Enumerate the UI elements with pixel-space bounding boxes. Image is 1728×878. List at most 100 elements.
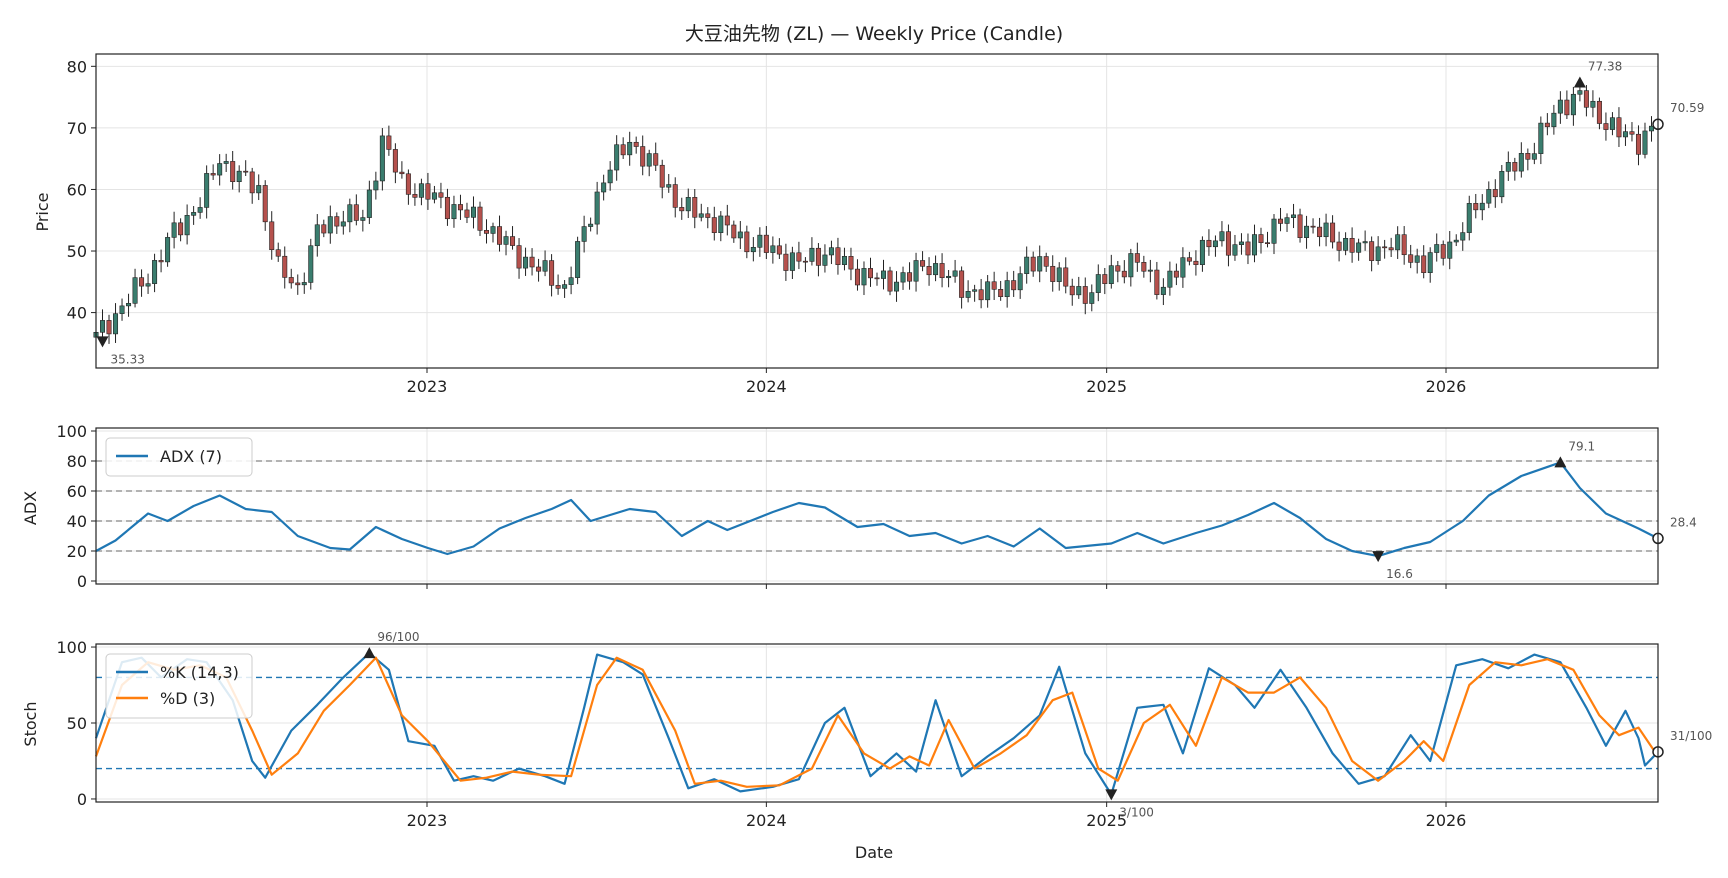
candle-body xyxy=(1147,269,1153,272)
x-tick-label: 2026 xyxy=(1426,377,1467,396)
y-tick-label: 80 xyxy=(67,57,87,76)
candle-body xyxy=(119,305,125,314)
price-ylabel: Price xyxy=(33,192,52,231)
chart-title: 大豆油先物 (ZL) — Weekly Price (Candle) xyxy=(685,23,1063,45)
legend-box xyxy=(105,653,253,719)
candle-body xyxy=(490,226,496,234)
candle-body xyxy=(575,241,581,278)
y-tick-label: 40 xyxy=(67,512,87,531)
candle-body xyxy=(236,170,242,183)
candle-body xyxy=(171,222,177,238)
candle-body xyxy=(998,289,1004,298)
candle-body xyxy=(464,209,470,218)
candle-body xyxy=(1037,256,1043,272)
candle-body xyxy=(1401,234,1407,256)
candle-body xyxy=(1544,122,1550,128)
candle-body xyxy=(139,277,145,287)
candle-body xyxy=(1505,162,1511,172)
candle-body xyxy=(1180,257,1186,278)
candle-body xyxy=(1388,247,1394,251)
candle-body xyxy=(1108,265,1114,284)
candle-body xyxy=(783,253,789,271)
candle-body xyxy=(275,249,281,257)
candle-body xyxy=(288,277,294,284)
candle-body xyxy=(854,268,860,286)
candle-body xyxy=(705,213,711,218)
candle-body xyxy=(874,277,880,280)
candle-body xyxy=(1518,153,1524,172)
candle-body xyxy=(204,173,210,208)
candle-body xyxy=(425,183,431,200)
annotation-label: 31/100 xyxy=(1670,729,1712,743)
candle-body xyxy=(991,281,997,290)
candle-body xyxy=(1577,90,1583,95)
candle-body xyxy=(1486,189,1492,204)
candle-body xyxy=(1551,112,1557,128)
candle-body xyxy=(1095,274,1101,293)
candle-body xyxy=(1193,260,1199,265)
candle-body xyxy=(685,197,691,212)
candle-body xyxy=(789,252,795,271)
y-tick-label: 70 xyxy=(67,119,87,138)
candle-body xyxy=(1635,133,1641,155)
candle-body xyxy=(373,180,379,191)
candle-body xyxy=(1447,241,1453,259)
candle-body xyxy=(594,191,600,225)
candle-body xyxy=(1343,238,1349,251)
candle-body xyxy=(887,270,893,292)
candle-body xyxy=(1564,99,1570,116)
candle-body xyxy=(503,236,509,245)
candle-body xyxy=(1030,256,1036,272)
adx-ylabel: ADX xyxy=(21,491,40,525)
candle-body xyxy=(711,217,717,233)
candle-body xyxy=(470,206,476,218)
candle-body xyxy=(568,277,574,285)
y-tick-label: 50 xyxy=(67,714,87,733)
candle-body xyxy=(1629,131,1635,135)
candle-body xyxy=(900,272,906,283)
x-axis-label: Date xyxy=(855,843,893,862)
candle-body xyxy=(659,164,665,188)
candle-body xyxy=(379,135,385,182)
candle-body xyxy=(165,237,171,263)
candle-body xyxy=(444,196,450,220)
candle-body xyxy=(523,256,529,269)
candle-body xyxy=(1323,222,1329,238)
candle-body xyxy=(1616,117,1622,138)
stoch-ylabel: Stoch xyxy=(21,701,40,746)
panel-1: 40 50 60 70 80 2023 2024 2025 2026 35.33 77.38 70.5… xyxy=(67,53,1704,396)
candle-body xyxy=(640,146,646,167)
candle-body xyxy=(913,260,919,282)
candle-body xyxy=(1089,292,1095,304)
plot-frame xyxy=(95,53,1659,369)
annotation-marker xyxy=(1554,456,1567,468)
candle-body xyxy=(1024,256,1030,274)
candle-body xyxy=(412,194,418,198)
candle-body xyxy=(1167,270,1173,288)
candle-body xyxy=(438,192,444,198)
candle-body xyxy=(217,163,223,176)
candle-body xyxy=(822,254,828,266)
candle-body xyxy=(1395,234,1401,251)
candle-body xyxy=(1622,131,1628,138)
candle-body xyxy=(1069,285,1075,296)
candle-body xyxy=(633,141,639,147)
candle-body xyxy=(1609,117,1615,130)
candle-body xyxy=(327,216,333,234)
candle-body xyxy=(1199,239,1205,265)
candle-body xyxy=(1382,246,1388,249)
candle-body xyxy=(1512,162,1518,172)
candle-body xyxy=(1206,239,1212,248)
candle-body xyxy=(698,213,704,218)
candle-body xyxy=(536,266,542,272)
candle-body xyxy=(1173,270,1179,278)
candle-body xyxy=(1479,202,1485,211)
candle-body xyxy=(1349,238,1355,253)
legend: ADX (7) xyxy=(105,437,253,477)
x-tick-label: 2025 xyxy=(1086,377,1127,396)
candle-body xyxy=(1017,273,1023,291)
candle-body xyxy=(1043,256,1049,267)
candle-body xyxy=(392,149,398,173)
candle-body xyxy=(405,173,411,195)
candle-body xyxy=(549,260,555,286)
